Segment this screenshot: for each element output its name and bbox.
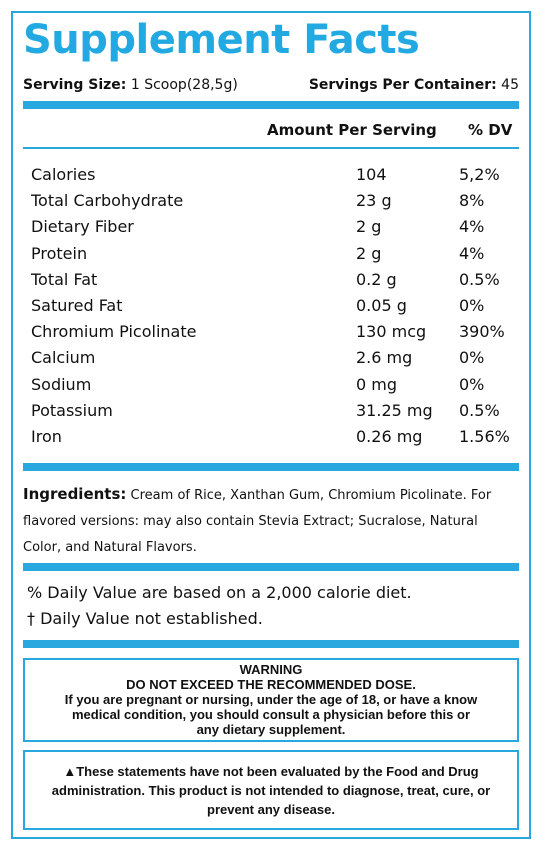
nutrient-daily-value: 0% [459,348,485,368]
nutrient-name: Dietary Fiber [31,217,134,237]
nutrient-row: Protein 2 g 4% [31,242,521,268]
nutrient-name: Protein [31,243,88,263]
nutrient-amount: 130 mcg [356,322,427,342]
nutrient-name: Chromium Picolinate [31,322,197,342]
warning-box: WARNING DO NOT EXCEED THE RECOMMENDED DO… [23,658,519,742]
nutrient-amount: 104 [356,165,387,184]
nutrient-row: Potassium 31.25 mg 0.5% [31,399,521,425]
nutrient-amount: 2 g [356,243,382,263]
nutrient-amount: 0 mg [356,374,398,394]
divider-thick [23,640,519,648]
nutrient-name: Potassium [31,400,113,420]
divider-thin [23,147,519,149]
serving-info: Serving Size: 1 Scoop(28,5g) Servings Pe… [23,77,519,97]
warning-line: DO NOT EXCEED THE RECOMMENDED DOSE. [126,677,416,692]
supplement-facts-panel: Supplement Facts Serving Size: 1 Scoop(2… [11,11,531,839]
panel-title: Supplement Facts [23,17,420,63]
nutrient-row: Satured Fat 0.05 g 0% [31,294,521,320]
servings-per-container-value: 45 [501,77,519,93]
nutrient-amount: 0.26 mg [356,426,423,446]
nutrient-daily-value: 5,2% [459,165,500,184]
disclaimer-line: administration. This product is not inte… [51,783,491,798]
nutrient-name: Satured Fat [31,295,123,315]
nutrient-daily-value: 0% [459,374,485,394]
nutrient-name: Iron [31,426,62,446]
nutrient-amount: 31.25 mg [356,400,433,420]
serving-size-label: Serving Size: [23,77,127,93]
divider-thick [23,463,519,471]
nutrient-daily-value: 4% [459,217,485,237]
daily-value-header: % DV [468,121,513,139]
ingredients-label: Ingredients: [23,485,127,503]
daily-value-note: % Daily Value are based on a 2,000 calor… [27,583,412,602]
divider-thick [23,563,519,571]
nutrient-daily-value: 390% [459,322,505,342]
servings-per-container-label: Servings Per Container: [308,77,497,93]
nutrient-row: Dietary Fiber 2 g 4% [31,215,521,241]
ingredients-block: Ingredients: Cream of Rice, Xanthan Gum,… [23,481,515,561]
nutrient-amount: 2.6 mg [356,348,413,368]
disclaimer-box: ▲These statements have not been evaluate… [23,750,519,830]
nutrient-row: Sodium 0 mg 0% [31,373,521,399]
not-established-note: † Daily Value not established. [27,609,263,628]
nutrient-amount: 2 g [356,217,382,237]
nutrient-name: Total Fat [31,269,98,289]
disclaimer-line: prevent any disease. [207,802,335,817]
warning-line: medical condition, you should consult a … [72,707,470,722]
nutrient-daily-value: 8% [459,191,485,211]
nutrient-amount: 0.05 g [356,295,407,315]
nutrient-amount: 0.2 g [356,269,397,289]
serving-size: Serving Size: 1 Scoop(28,5g) [23,77,238,97]
nutrient-row: Iron 0.26 mg 1.56% [31,425,521,451]
nutrient-daily-value: 4% [459,243,485,263]
nutrient-name: Total Carbohydrate [31,191,184,211]
disclaimer-line: ▲These statements have not been evaluate… [63,764,479,779]
nutrient-daily-value: 0.5% [459,400,500,420]
nutrient-name: Calcium [31,348,96,368]
nutrient-daily-value: 0% [459,295,485,315]
nutrient-row: Calories 104 5,2% [31,163,521,189]
warning-line: any dietary supplement. [196,722,346,737]
nutrient-daily-value: 1.56% [459,426,510,446]
nutrient-name: Calories [31,165,96,184]
serving-size-value: 1 Scoop(28,5g) [130,77,238,93]
divider-thick [23,101,519,109]
amount-per-serving-header: Amount Per Serving [267,121,437,139]
servings-per-container: Servings Per Container: 45 [309,77,519,97]
warning-title: WARNING [239,662,303,677]
nutrient-row: Total Carbohydrate 23 g 8% [31,189,521,215]
nutrient-name: Sodium [31,374,92,394]
nutrient-row: Total Fat 0.2 g 0.5% [31,268,521,294]
nutrient-row: Calcium 2.6 mg 0% [31,346,521,372]
ingredients-text: Cream of Rice, Xanthan Gum, Chromium Pic… [23,488,492,555]
nutrient-table: Calories 104 5,2% Total Carbohydrate 23 g 8% D… [31,163,521,451]
warning-line: If you are pregnant or nursing, under th… [64,692,478,707]
nutrient-row: Chromium Picolinate 130 mcg 390% [31,320,521,346]
nutrient-daily-value: 0.5% [459,269,500,289]
nutrient-amount: 23 g [356,191,392,211]
